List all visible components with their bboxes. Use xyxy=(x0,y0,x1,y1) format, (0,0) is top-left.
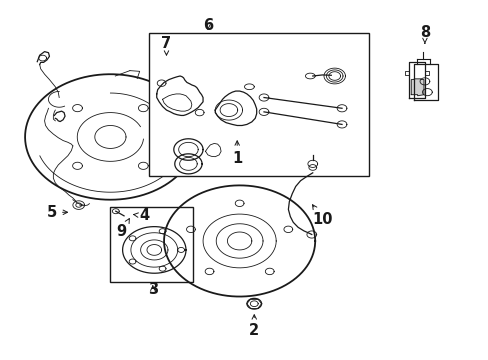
Text: 6: 6 xyxy=(203,18,213,33)
Bar xyxy=(149,33,368,176)
Text: 3: 3 xyxy=(147,282,158,297)
Polygon shape xyxy=(410,79,423,96)
Bar xyxy=(110,207,193,282)
Text: 7: 7 xyxy=(161,36,171,55)
Text: 1: 1 xyxy=(232,141,242,166)
Text: 10: 10 xyxy=(312,205,332,227)
Text: 9: 9 xyxy=(116,219,129,239)
Text: 2: 2 xyxy=(249,315,259,338)
Text: 4: 4 xyxy=(133,208,149,223)
Text: 5: 5 xyxy=(47,205,67,220)
Text: 8: 8 xyxy=(419,26,429,43)
